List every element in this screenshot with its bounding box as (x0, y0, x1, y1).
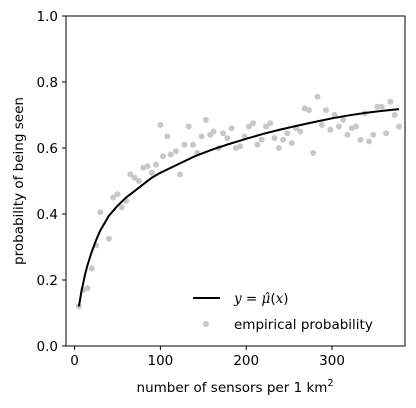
scatter-point (210, 128, 217, 135)
y-tick-label: 0.6 (37, 141, 58, 157)
scatter-point (374, 103, 381, 110)
y-tick-label: 0.8 (37, 75, 58, 91)
scatter-point (323, 107, 329, 114)
plot-area (66, 16, 405, 346)
scatter-point (185, 123, 192, 130)
y-axis-label: probability of being seen (11, 97, 27, 265)
scatter-point (114, 191, 121, 198)
scatter-point (335, 123, 342, 130)
plot-frame (65, 15, 406, 347)
x-tick-label: 200 (233, 353, 259, 369)
scatter-point (220, 130, 227, 137)
legend-point-swatch (203, 321, 209, 327)
scatter-point (160, 153, 166, 160)
scatter-point (297, 128, 304, 135)
scatter-point (190, 141, 196, 148)
scatter-point (237, 143, 244, 150)
scatter-point (148, 169, 155, 176)
x-ticks: 0 100 200 300 (70, 346, 345, 369)
scatter-point (258, 136, 265, 143)
scatter-point (318, 121, 325, 128)
y-tick-label: 1.0 (37, 9, 58, 25)
scatter-point (118, 204, 125, 211)
scatter-point (245, 123, 252, 130)
scatter-point (383, 130, 390, 137)
scatter-point (280, 136, 287, 143)
scatter-point (127, 171, 134, 178)
scatter-point (88, 265, 95, 272)
scatter-point (331, 112, 338, 118)
scatter-point (353, 123, 360, 130)
scatter-points (75, 93, 402, 310)
scatter-point (263, 123, 269, 130)
scatter-point (305, 107, 312, 114)
scatter-point (254, 141, 261, 148)
scatter-point (344, 131, 351, 138)
scatter-point (202, 116, 209, 123)
scatter-point (370, 131, 377, 138)
scatter-point (396, 123, 402, 130)
scatter-point (284, 130, 291, 137)
fit-line-layer (77, 108, 400, 307)
fit-line (77, 108, 400, 307)
scatter-point (340, 116, 347, 123)
scatter-point (250, 120, 257, 127)
scatter-point (153, 161, 160, 168)
scatter-point (357, 136, 364, 143)
y-tick-label: 0.4 (37, 207, 58, 223)
scatter-point (105, 235, 112, 242)
y-tick-label: 0.0 (37, 339, 58, 355)
y-tick-label: 0.2 (37, 273, 58, 289)
legend-point-label: empirical probability (234, 317, 373, 333)
scatter-point (271, 135, 278, 142)
scatter-point (327, 126, 334, 133)
scatter-point (288, 140, 295, 147)
scatter-point (391, 112, 398, 118)
scatter-point (310, 150, 317, 156)
scatter-point (97, 209, 104, 216)
legend-line-label: y = μ̂(x) (233, 291, 289, 307)
scatter-point (167, 151, 174, 158)
scatter-point (144, 163, 151, 170)
scatter-point (224, 135, 231, 142)
x-tick-label: 300 (319, 353, 345, 369)
scatter-point (131, 174, 138, 181)
scatter-point (198, 133, 205, 140)
scatter-point (267, 120, 274, 127)
scatter-point (387, 98, 394, 105)
scatter-point (275, 145, 282, 151)
scatter-point (110, 194, 117, 201)
scatter-point (228, 125, 235, 132)
x-axis-label-superscript: 2 (327, 378, 333, 389)
y-ticks: 0.0 0.2 0.4 0.6 0.8 1.0 (37, 9, 66, 355)
x-tick-label: 100 (148, 353, 174, 369)
scatter-point (314, 93, 321, 100)
scatter-point (366, 138, 372, 145)
scatter-point (378, 103, 385, 110)
x-tick-label: 0 (70, 353, 79, 369)
x-axis-label: number of sensors per 1 km2 (137, 378, 334, 396)
scatter-point (164, 133, 171, 140)
scatter-point (157, 121, 164, 128)
scatter-point (177, 171, 184, 178)
scatter-point (172, 148, 179, 155)
scatter-point (181, 141, 188, 148)
scatter-point (135, 178, 142, 184)
scatter-point (84, 285, 91, 292)
legend: y = μ̂(x) empirical probability (193, 291, 373, 333)
